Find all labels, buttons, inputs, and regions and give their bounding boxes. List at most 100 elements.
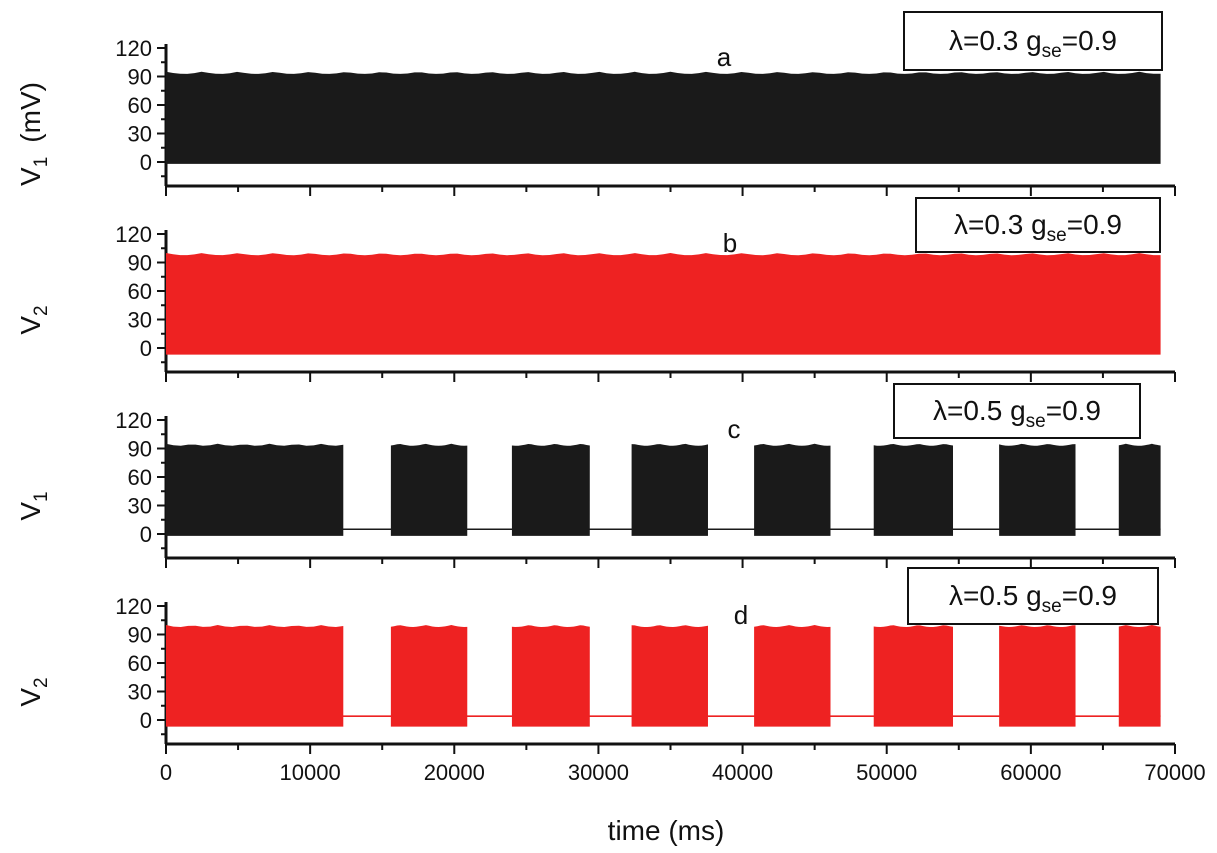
- legend-label: λ=0.5 gse=0.9: [933, 395, 1101, 432]
- y-tick-label: 120: [115, 36, 152, 61]
- legend-space: [1018, 580, 1026, 611]
- panel-b: 120 90 60 30 0 b λ=0.3 gse=0.9 V2: [15, 197, 1176, 382]
- legend-box: λ=0.3 gse=0.9: [903, 11, 1163, 71]
- x-tick-label: 30000: [568, 760, 629, 785]
- panel-d: 120 90 60 30 0 d λ=0.5 gse=0.9 V2: [15, 567, 1176, 754]
- y-tick-label: 30: [128, 122, 152, 147]
- y-axis-title: V1: [15, 491, 52, 520]
- legend-box: λ=0.5 gse=0.9: [893, 383, 1141, 439]
- panel-letter: c: [728, 414, 741, 444]
- y-axis-title-sub: 2: [31, 305, 52, 316]
- burst: [754, 625, 831, 727]
- legend-g-subscript: se: [1042, 596, 1062, 617]
- legend-g-subscript: se: [1047, 225, 1067, 246]
- legend-space: [1018, 25, 1026, 56]
- y-axis-title-unit: (mV): [15, 82, 46, 143]
- y-axis-title-sub: 2: [31, 677, 52, 688]
- y-axis-title: V1 (mV): [15, 82, 52, 186]
- legend-box: λ=0.5 gse=0.9: [907, 567, 1159, 625]
- burst: [390, 443, 468, 536]
- burst: [873, 444, 954, 536]
- x-tick-label: 60000: [1000, 760, 1061, 785]
- y-tick-label: 0: [140, 522, 152, 547]
- y-tick-label: 0: [140, 708, 152, 733]
- burst: [631, 625, 708, 727]
- legend-g-value: =0.9: [1067, 209, 1122, 240]
- legend-label: λ=0.3 gse=0.9: [954, 209, 1122, 246]
- legend-g-subscript: se: [1042, 41, 1062, 62]
- panel-c: 120 90 60 30 0 c λ=0.5 gse=0.9 V1: [15, 383, 1176, 568]
- y-tick-label: 90: [128, 437, 152, 462]
- y-axis-title-sub: 1: [31, 157, 52, 168]
- legend-g-value: =0.9: [1062, 25, 1117, 56]
- legend-g-subscript: se: [1026, 411, 1046, 432]
- legend-label: λ=0.5 gse=0.9: [949, 580, 1117, 617]
- burst: [999, 625, 1076, 727]
- legend-frame: [903, 11, 1163, 71]
- x-tick-label: 10000: [280, 760, 341, 785]
- panel-letter: a: [717, 42, 732, 72]
- legend-frame: [893, 383, 1141, 439]
- panel-a: 120 90 60 30 0 a λ=0.3 gse=0.9 V1 (mV): [15, 11, 1176, 196]
- burst: [511, 444, 590, 536]
- legend-frame: [907, 567, 1159, 625]
- legend-lambda-value: =0.3: [963, 25, 1018, 56]
- y-tick-label: 60: [128, 279, 152, 304]
- x-axis-tick-labels: 0 10000 20000 30000 40000 50000 60000 70000: [160, 760, 1206, 785]
- burst: [999, 443, 1076, 536]
- legend-space: [1023, 209, 1031, 240]
- y-tick-label: 120: [115, 594, 152, 619]
- legend-lambda-value: =0.3: [968, 209, 1023, 240]
- y-axis-title: V2: [15, 677, 52, 706]
- x-tick-label: 0: [160, 760, 172, 785]
- legend-lambda-value: =0.5: [963, 580, 1018, 611]
- y-tick-label: 0: [140, 150, 152, 175]
- legend-label: λ=0.3 gse=0.9: [949, 25, 1117, 62]
- burst: [390, 625, 468, 727]
- burst: [511, 625, 590, 727]
- y-tick-label: 60: [128, 465, 152, 490]
- y-tick-label: 90: [128, 65, 152, 90]
- y-tick-label: 120: [115, 408, 152, 433]
- x-tick-label: 50000: [856, 760, 917, 785]
- legend-g-value: =0.9: [1062, 580, 1117, 611]
- y-axis-title-sub: 1: [31, 491, 52, 502]
- panel-letter: b: [723, 228, 737, 258]
- y-axis-title-main: V: [15, 502, 46, 521]
- x-axis-title: time (ms): [608, 815, 725, 846]
- y-axis-title-main: V: [15, 688, 46, 707]
- signal-continuous: [166, 71, 1161, 164]
- y-tick-label: 120: [115, 222, 152, 247]
- legend-lambda-symbol: λ: [933, 395, 947, 426]
- signal-continuous: [166, 253, 1161, 355]
- burst: [754, 443, 831, 536]
- burst: [1118, 625, 1161, 727]
- burst: [631, 443, 708, 536]
- burst: [166, 443, 344, 536]
- y-tick-label: 30: [128, 308, 152, 333]
- y-tick-label: 90: [128, 251, 152, 276]
- x-tick-label: 40000: [712, 760, 773, 785]
- y-tick-label: 30: [128, 680, 152, 705]
- y-axis-title-main: V: [15, 167, 46, 186]
- legend-lambda-value: =0.5: [947, 395, 1002, 426]
- y-axis-title-main: V: [15, 316, 46, 335]
- legend-lambda-symbol: λ: [954, 209, 968, 240]
- y-axis-title: V2: [15, 305, 52, 334]
- legend-g-symbol: g: [1031, 209, 1047, 240]
- y-tick-label: 0: [140, 336, 152, 361]
- legend-lambda-symbol: λ: [949, 25, 963, 56]
- legend-g-symbol: g: [1026, 25, 1042, 56]
- burst: [1118, 443, 1161, 536]
- x-tick-label: 20000: [424, 760, 485, 785]
- legend-frame: [915, 197, 1161, 253]
- legend-box: λ=0.3 gse=0.9: [915, 197, 1161, 253]
- y-tick-label: 60: [128, 93, 152, 118]
- legend-g-value: =0.9: [1046, 395, 1101, 426]
- burst: [166, 625, 344, 727]
- legend-g-symbol: g: [1010, 395, 1026, 426]
- y-tick-label: 30: [128, 494, 152, 519]
- burst: [873, 625, 954, 727]
